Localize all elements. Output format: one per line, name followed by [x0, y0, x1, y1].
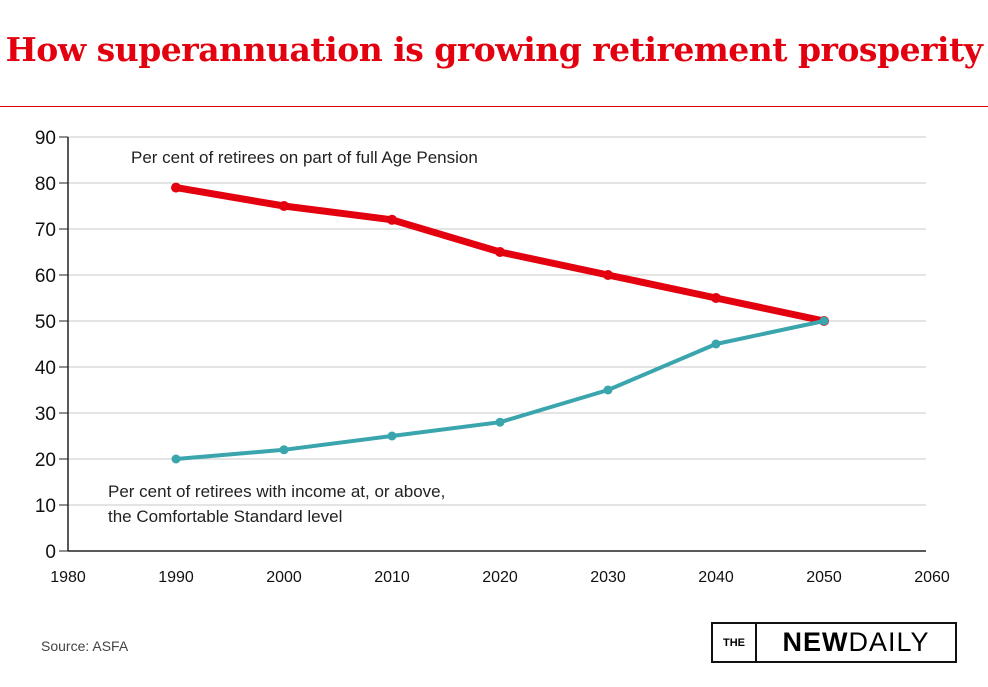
- x-tick-label: 2040: [698, 569, 734, 586]
- data-point: [819, 316, 829, 326]
- y-tick-label: 90: [35, 128, 56, 149]
- logo-newdaily: NEW DAILY: [757, 624, 955, 661]
- x-tick-label: 2000: [266, 569, 302, 586]
- data-point: [171, 454, 181, 464]
- data-point: [603, 270, 613, 280]
- newdaily-logo: THE NEW DAILY: [711, 622, 957, 663]
- y-tick-label: 80: [35, 174, 56, 195]
- x-tick-label: 1980: [50, 569, 86, 586]
- data-point: [711, 293, 721, 303]
- data-point: [387, 431, 397, 441]
- data-point: [279, 201, 289, 211]
- chart-title: How superannuation is growing retirement…: [5, 30, 983, 69]
- y-tick-label: 30: [35, 404, 56, 425]
- y-tick-label: 0: [45, 542, 56, 563]
- series-label-2-line1: Per cent of retirees with income at, or …: [108, 482, 445, 501]
- y-tick-label: 60: [35, 266, 56, 287]
- x-tick-label: 1990: [158, 569, 194, 586]
- data-point: [387, 214, 397, 225]
- series-label-2-line2: the Comfortable Standard level: [108, 507, 342, 526]
- y-tick-label: 50: [35, 312, 56, 333]
- logo-new: NEW: [782, 627, 849, 657]
- data-point: [171, 182, 181, 193]
- y-tick-label: 70: [35, 220, 56, 241]
- x-tick-label: 2010: [374, 569, 410, 586]
- x-tick-label: 2020: [482, 569, 518, 586]
- y-tick-label: 10: [35, 496, 56, 517]
- logo-the: THE: [713, 624, 757, 661]
- data-point: [495, 247, 505, 257]
- series-label-1: Per cent of retirees on part of full Age…: [131, 148, 478, 167]
- y-tick-label: 20: [35, 450, 56, 471]
- title-divider: [0, 106, 988, 107]
- data-point: [603, 385, 613, 395]
- source-note: Source: ASFA: [41, 638, 129, 654]
- series-line-2: [175, 319, 825, 461]
- data-point: [711, 339, 721, 349]
- x-tick-label: 2030: [590, 569, 626, 586]
- y-tick-label: 40: [35, 358, 56, 379]
- logo-daily: DAILY: [848, 627, 930, 657]
- data-point: [495, 417, 505, 427]
- x-tick-label: 2050: [806, 569, 842, 586]
- x-tick-label: 2060: [914, 569, 950, 586]
- data-point: [279, 445, 289, 455]
